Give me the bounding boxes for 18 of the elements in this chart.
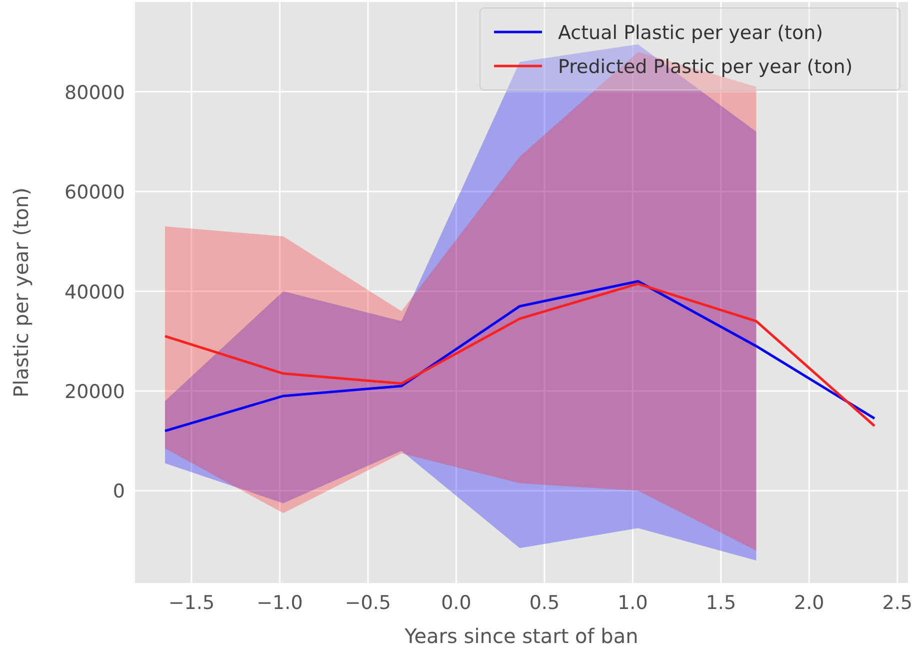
legend-label: Predicted Plastic per year (ton) <box>558 56 853 78</box>
x-tick-label: 1.0 <box>618 592 648 614</box>
x-tick-label: 1.5 <box>706 592 736 614</box>
x-tick-label: 0.5 <box>529 592 560 614</box>
y-tick-label: 60000 <box>64 182 125 204</box>
y-tick-label: 20000 <box>64 380 125 403</box>
x-tick-label: −0.5 <box>344 592 392 614</box>
x-tick-label: −1.5 <box>168 592 215 614</box>
legend-label: Actual Plastic per year (ton) <box>558 22 824 44</box>
x-tick-label: 0.0 <box>441 592 472 614</box>
x-axis-title: Years since start of ban <box>404 624 638 648</box>
x-tick-label: 2.5 <box>882 592 913 614</box>
x-tick-label: −1.0 <box>256 592 303 614</box>
x-tick-label: 2.0 <box>794 592 824 614</box>
y-tick-label: 40000 <box>64 281 125 304</box>
y-tick-label: 0 <box>112 480 125 503</box>
y-axis-title: Plastic per year (ton) <box>9 188 33 398</box>
y-tick-label: 80000 <box>64 82 125 104</box>
